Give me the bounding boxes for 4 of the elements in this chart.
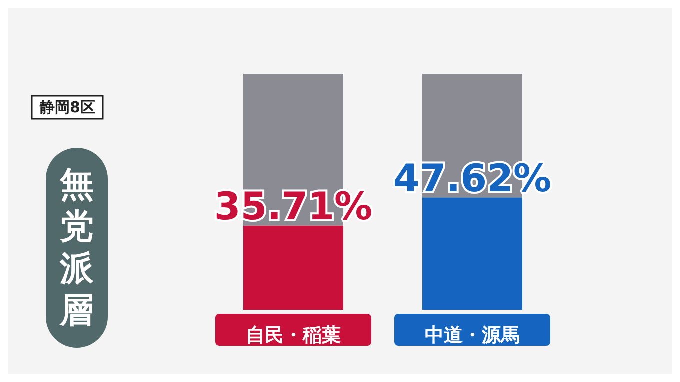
text: 無党派層 xyxy=(59,165,95,331)
x-tick-label: 中道・源馬 xyxy=(425,324,520,346)
text: 静岡8区 xyxy=(39,98,96,116)
x-tick-label: 自民・稲葉 xyxy=(246,324,341,346)
